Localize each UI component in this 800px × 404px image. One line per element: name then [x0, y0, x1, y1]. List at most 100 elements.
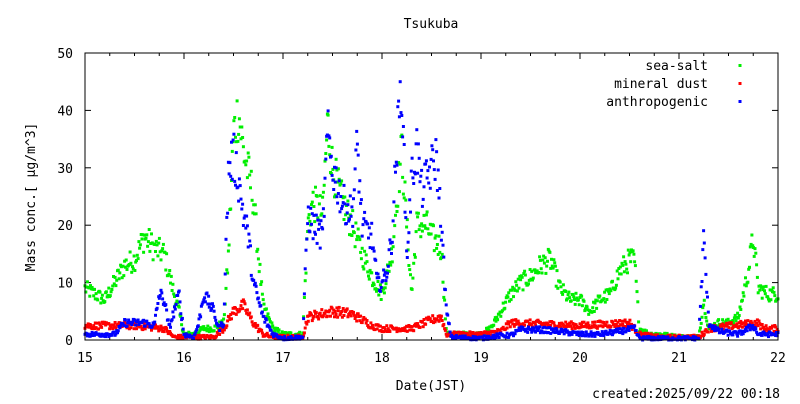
data-point — [409, 210, 412, 214]
data-point — [595, 332, 599, 336]
data-point — [504, 322, 508, 326]
data-point — [743, 283, 747, 287]
data-point — [633, 324, 637, 328]
data-point — [101, 299, 105, 303]
data-point — [429, 232, 433, 236]
data-point — [225, 268, 229, 272]
data-point — [706, 310, 710, 314]
data-point — [595, 306, 599, 310]
data-point — [256, 296, 260, 300]
data-point — [557, 321, 561, 325]
data-point — [552, 321, 556, 325]
data-point — [94, 292, 98, 296]
data-point — [773, 294, 777, 298]
data-point — [89, 323, 92, 327]
data-point — [636, 300, 640, 304]
data-point — [328, 153, 332, 157]
data-point — [244, 163, 248, 167]
data-point — [245, 176, 249, 180]
data-point — [578, 296, 582, 299]
data-point — [707, 327, 711, 331]
data-point — [439, 224, 443, 228]
data-point — [306, 319, 310, 323]
data-point — [618, 319, 622, 322]
data-point — [540, 271, 544, 275]
data-point — [363, 261, 367, 265]
data-point — [340, 204, 344, 208]
data-point — [346, 203, 350, 207]
data-point — [158, 327, 162, 331]
data-point — [426, 227, 430, 231]
data-point — [397, 115, 401, 119]
data-point — [601, 332, 605, 336]
data-point — [200, 327, 204, 331]
data-point — [442, 295, 446, 299]
data-point — [172, 315, 176, 319]
x-tick-label: 19 — [473, 351, 489, 366]
data-point — [228, 317, 232, 321]
data-point — [394, 326, 398, 330]
data-point — [743, 324, 747, 328]
data-point — [701, 248, 705, 252]
legend-label: anthropogenic — [606, 95, 708, 110]
data-point — [673, 334, 677, 338]
data-point — [439, 314, 443, 318]
data-point — [751, 244, 755, 248]
data-point — [98, 290, 102, 294]
data-point — [740, 322, 744, 326]
data-point — [405, 225, 409, 229]
data-point — [670, 332, 674, 336]
data-point — [232, 311, 236, 315]
data-point — [622, 326, 626, 330]
data-point — [263, 320, 267, 324]
data-point — [115, 278, 119, 282]
x-tick-label: 21 — [671, 351, 687, 366]
data-point — [136, 257, 140, 261]
data-point — [580, 323, 584, 327]
data-point — [512, 324, 516, 328]
data-point — [531, 326, 534, 330]
data-point — [249, 315, 253, 319]
data-point — [373, 328, 377, 332]
data-point — [744, 322, 748, 326]
data-point — [698, 317, 702, 321]
data-point — [767, 299, 771, 303]
data-point — [553, 261, 557, 265]
data-point — [523, 269, 527, 273]
data-point — [244, 226, 248, 230]
data-point — [194, 329, 198, 333]
data-point — [738, 324, 742, 328]
data-point — [381, 326, 385, 330]
data-point — [742, 321, 746, 325]
data-point — [447, 332, 451, 336]
data-point — [166, 318, 170, 322]
data-point — [386, 327, 390, 331]
data-point — [173, 295, 176, 298]
data-point — [152, 322, 156, 326]
data-point — [310, 319, 314, 323]
data-point — [139, 324, 143, 328]
data-point — [94, 326, 98, 330]
data-point — [112, 325, 116, 329]
data-point — [540, 329, 544, 333]
data-point — [111, 327, 115, 331]
data-point — [283, 335, 287, 339]
data-point — [386, 271, 389, 275]
data-point — [228, 161, 232, 165]
data-point — [397, 190, 401, 194]
data-point — [614, 330, 618, 334]
data-point — [446, 330, 450, 334]
data-point — [249, 169, 253, 173]
data-point — [723, 321, 727, 325]
data-point — [342, 183, 346, 187]
data-point — [535, 269, 539, 273]
data-point — [705, 319, 709, 323]
data-point — [763, 329, 767, 333]
data-point — [326, 113, 330, 117]
data-point — [211, 302, 214, 306]
data-point — [260, 292, 264, 296]
data-point — [439, 317, 443, 321]
data-point — [273, 332, 277, 336]
data-point — [189, 332, 193, 336]
data-point — [212, 309, 216, 313]
